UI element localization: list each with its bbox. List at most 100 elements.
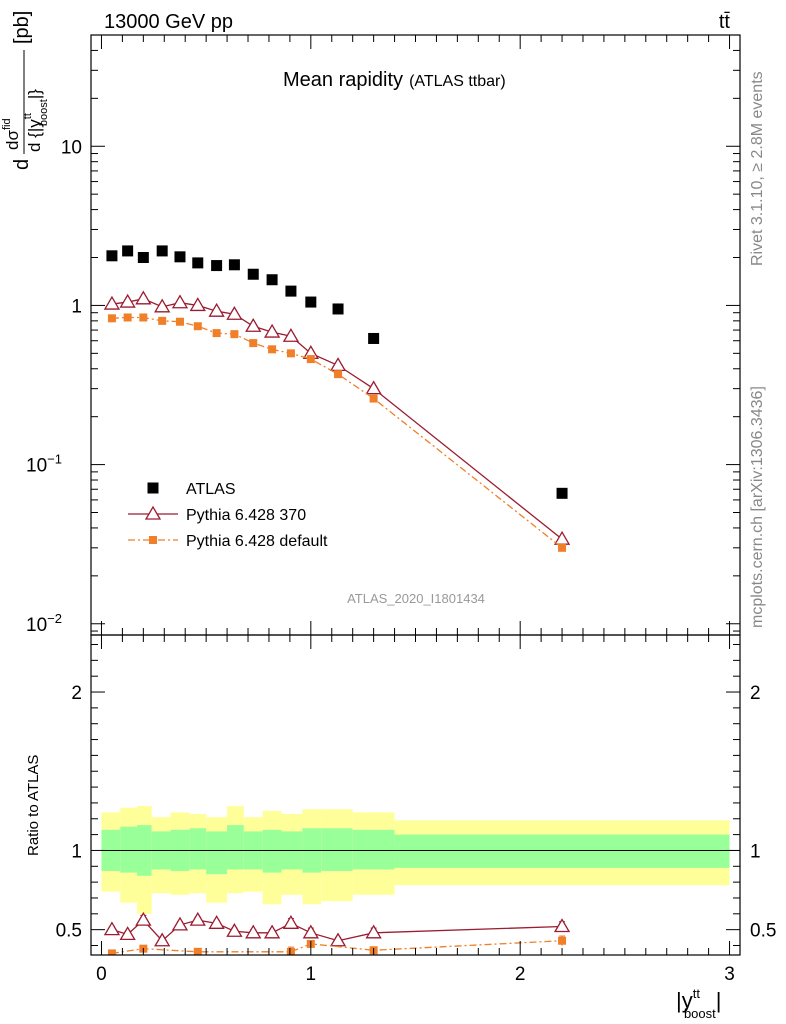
ratio-ytick-label-right: 0.5 [750, 921, 776, 942]
pythia-default-point [558, 543, 567, 552]
atlas-data-point [332, 303, 344, 315]
xlabel-main: |y [676, 988, 693, 1013]
pythia370-point [119, 293, 136, 308]
pythia370-point [103, 295, 121, 310]
main-ytick-label-exponent: −2 [47, 611, 62, 626]
main-ytick-label-exponent: −1 [47, 452, 62, 467]
xlabel-sup: tt [693, 986, 701, 1001]
legend-label-1: Pythia 6.428 370 [186, 507, 306, 524]
ratio-pythia-default-point [286, 947, 295, 955]
ratio-pythia370-point [329, 932, 347, 947]
green-uncertainty-band [321, 828, 353, 872]
pythia-default-point [212, 329, 221, 338]
atlas-data-point [174, 251, 186, 263]
ylabel-den-close: |} [25, 89, 44, 99]
pythia370-point [208, 302, 225, 317]
pythia-default-point [286, 349, 295, 358]
pythia-default-point [139, 313, 148, 322]
xlabel-sub: boost [684, 1006, 716, 1021]
ratio-pythia-default-point [193, 947, 202, 955]
header-right-label: tt̄ [719, 11, 731, 33]
x-axis-label: |ytt boost| [676, 986, 721, 1021]
ratio-pythia370-point [226, 922, 243, 937]
pythia370-point [329, 357, 347, 372]
ratio-xtick-label: 2 [515, 964, 526, 985]
series-line-2 [111, 316, 563, 549]
main-ytick-label-base: 10 [26, 615, 47, 636]
main-title: Mean rapidity (ATLAS ttbar) [283, 69, 506, 91]
green-uncertainty-band [262, 829, 282, 873]
ratio-pythia370-point [154, 932, 171, 947]
pythia-default-point [334, 370, 343, 379]
atlas-data-point [192, 257, 204, 269]
pythia-default-point [123, 313, 132, 322]
ylabel-num-main: dσ [3, 130, 22, 150]
atlas-data-point [211, 260, 223, 272]
green-uncertainty-band [206, 831, 228, 875]
ylabel-unit: [pb] [11, 11, 33, 44]
main-ytick-label-base: 10 [26, 456, 47, 477]
mcplots-label: mcplots.cern.ch [arXiv:1306.3436] [749, 386, 766, 628]
ratio-pythia-default-point [558, 936, 567, 945]
pythia370-point [282, 327, 300, 342]
ratio-pythia370-point [119, 926, 136, 941]
atlas-data-point [266, 274, 278, 286]
ratio-pythia370-point [302, 924, 319, 939]
atlas-data-point [122, 245, 134, 257]
pythia-default-point [249, 339, 258, 348]
legend-label-2: Pythia 6.428 default [186, 533, 328, 550]
atlas-data-point [247, 268, 259, 280]
pythia370-point [263, 323, 281, 338]
ratio-ytick-label-right: 1 [750, 841, 761, 862]
pythia370-point [154, 298, 171, 313]
main-ytick-label-base: 1 [71, 296, 82, 317]
green-uncertainty-band [189, 828, 207, 870]
ratio-pythia370-point [171, 916, 189, 931]
ylabel-den-main: d {|y [25, 119, 44, 152]
green-uncertainty-band [227, 825, 244, 870]
pythia-default-point [268, 345, 277, 354]
ratio-pythia-default-point [107, 949, 116, 955]
watermark-label: ATLAS_2020_I1801434 [347, 591, 485, 606]
pythia370-point [226, 305, 243, 320]
pythia-default-point [175, 317, 184, 326]
xlabel-close: | [716, 988, 722, 1013]
pythia-default-point [193, 322, 202, 331]
header-left-label: 13000 GeV pp [104, 11, 233, 33]
pythia370-point [189, 297, 206, 312]
atlas-data-point [285, 285, 297, 297]
ratio-pythia370-point [263, 924, 281, 939]
ratio-y-axis-label: Ratio to ATLAS [25, 755, 42, 856]
ratio-pythia370-point [553, 918, 571, 933]
legend-marker-pythia370 [144, 505, 162, 520]
pythia370-point [171, 294, 189, 309]
legend-label-0: ATLAS [186, 481, 236, 498]
series-line-1 [111, 298, 563, 540]
legend-marker-pythia-default [149, 536, 157, 544]
green-uncertainty-band [394, 834, 730, 868]
ratio-pythia370-point [282, 915, 300, 929]
pythia370-point [365, 380, 382, 395]
pythia370-point [245, 317, 262, 332]
ratio-pythia370-point [245, 924, 262, 939]
ratio-ytick-label-left: 2 [71, 683, 82, 704]
ratio-pythia370-point [189, 911, 206, 926]
atlas-data-point [556, 487, 568, 499]
main-y-axis-label: d dσfid d {|ytt boost|} [pb] [1, 11, 50, 170]
pythia-default-point [107, 314, 116, 323]
green-uncertainty-band [120, 826, 138, 873]
main-ytick-label: 10−2 [26, 611, 62, 636]
ylabel-d: d [11, 159, 33, 170]
ratio-pythia370-point [208, 915, 225, 929]
ylabel-den: d {|ytt boost|} [22, 89, 50, 152]
main-ytick-label-base: 10 [61, 137, 82, 158]
ratio-panel: 0.5 0.5 1 1 2 2 0 1 2 3 Ratio to ATLAS |ytt boost| [25, 634, 776, 1021]
ratio-ytick-label-right: 2 [750, 683, 761, 704]
rivet-version-label: Rivet 3.1.10, ≥ 2.8M events [749, 71, 766, 266]
pythia-default-point [369, 394, 378, 403]
pythia370-point [553, 530, 571, 545]
pythia-default-point [158, 316, 167, 325]
ylabel-den-sup: tt [22, 113, 34, 119]
